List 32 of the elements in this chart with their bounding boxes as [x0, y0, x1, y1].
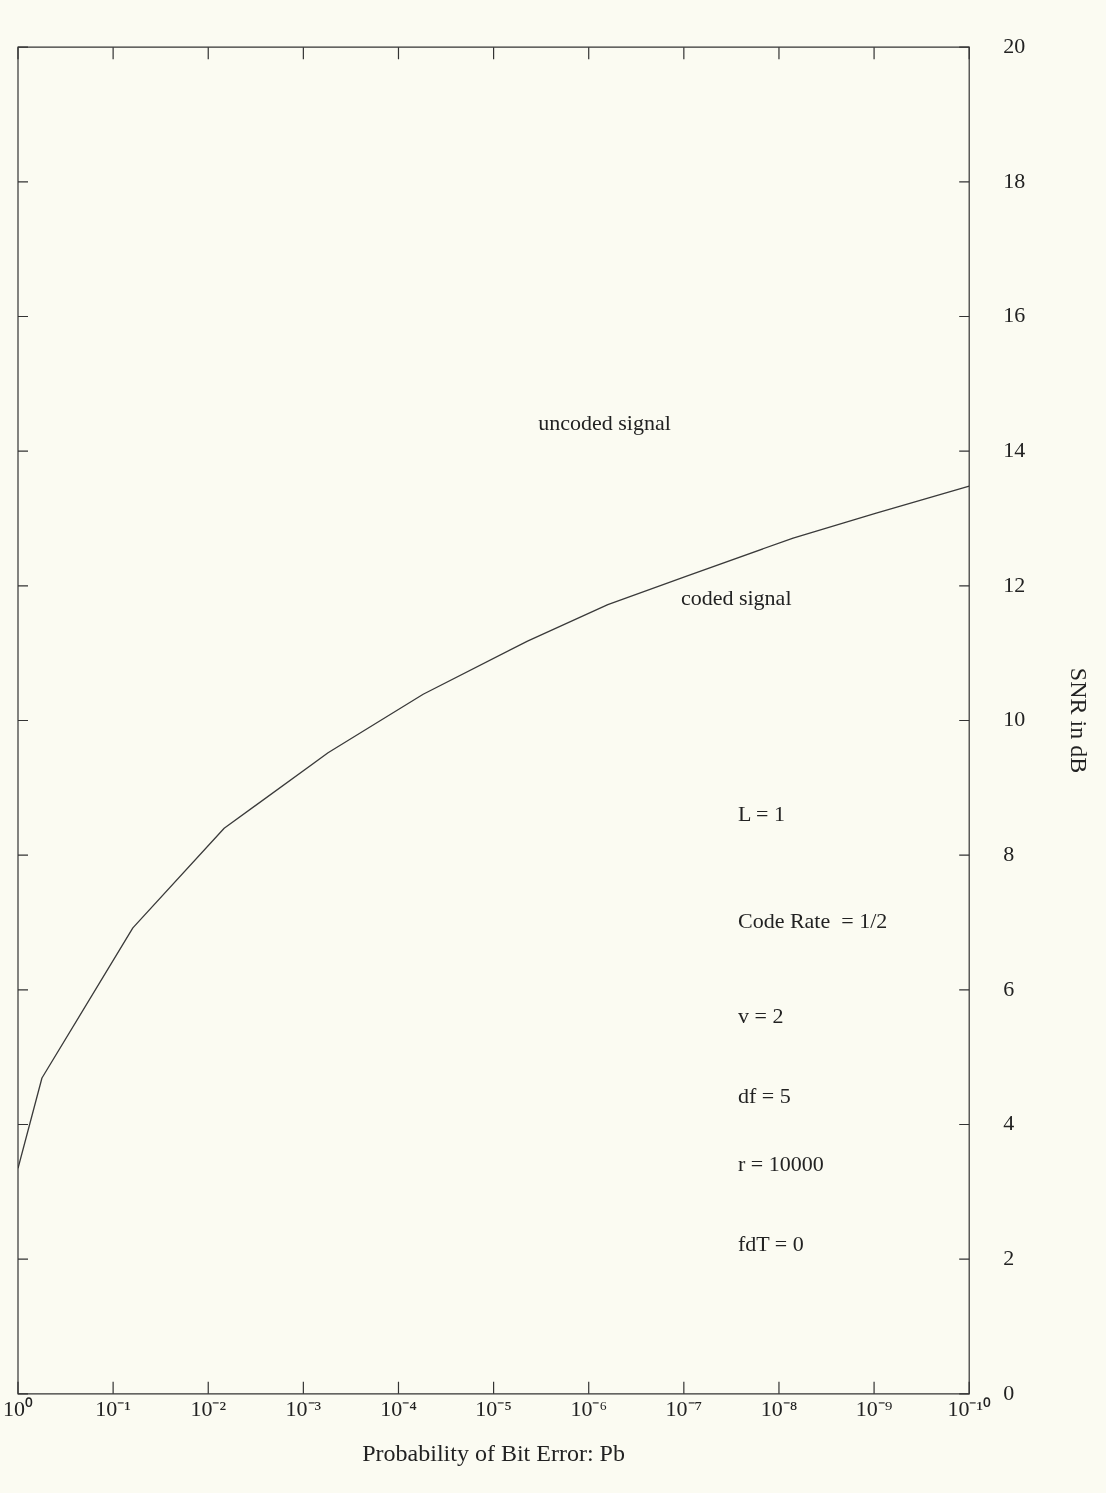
y-axis-title: SNR in dB [1066, 667, 1093, 774]
y-tick-label: 6 [1003, 975, 1015, 1001]
x-tick-label: 10⁻⁴ [380, 1395, 418, 1421]
annotation: v = 2 [737, 1002, 784, 1028]
annotation: L = 1 [737, 800, 786, 826]
x-tick-label: 10⁻⁶ [570, 1395, 608, 1421]
annotation: df = 5 [737, 1083, 791, 1109]
annotation: uncoded signal [538, 410, 671, 436]
y-tick-label: 8 [1003, 840, 1015, 866]
y-tick-label: 14 [1003, 436, 1026, 462]
y-tick-label: 2 [1003, 1244, 1015, 1270]
x-axis-title: Probability of Bit Error: Pb [362, 1439, 625, 1466]
y-tick-label: 16 [1003, 302, 1026, 328]
annotation: coded signal [680, 585, 792, 611]
annotation: fdT = 0 [737, 1231, 804, 1257]
x-tick-label: 10⁻⁹ [855, 1395, 893, 1421]
y-tick-label: 10 [1003, 706, 1026, 732]
y-tick-label: 12 [1003, 571, 1026, 597]
annotation: Code Rate = 1/2 [737, 908, 888, 934]
x-tick-label: 10⁻² [190, 1395, 227, 1421]
y-tick-label: 20 [1003, 32, 1026, 58]
y-tick-label: 4 [1003, 1110, 1015, 1136]
x-tick-label: 10⁻³ [285, 1395, 322, 1421]
x-tick-label: 10⁻⁵ [475, 1395, 512, 1421]
y-tick-label: 18 [1003, 167, 1026, 193]
x-tick-label: 10⁻⁸ [760, 1395, 798, 1421]
x-tick-label: 10⁰ [3, 1395, 33, 1421]
x-tick-label: 10⁻¹ [95, 1395, 131, 1421]
y-tick-label: 0 [1003, 1379, 1015, 1405]
annotation: r = 10000 [737, 1150, 824, 1176]
x-tick-label: 10⁻⁷ [665, 1395, 703, 1421]
x-tick-label: 10⁻¹⁰ [947, 1395, 991, 1421]
